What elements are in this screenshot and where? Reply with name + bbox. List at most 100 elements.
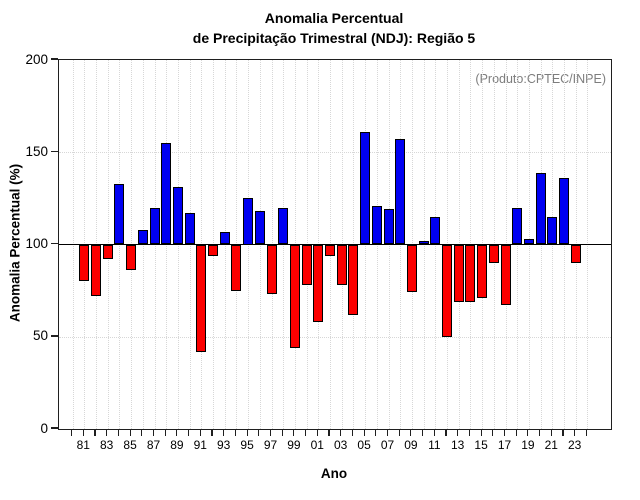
x-tick-label: 89 [170,438,184,452]
x-axis-tick [106,430,108,436]
x-axis-tick [433,430,435,436]
x-axis-tick [211,430,213,436]
x-axis-tick [422,430,424,436]
x-tick-label: 03 [334,438,348,452]
x-axis-tick [199,430,201,436]
x-axis-tick [141,430,143,436]
x-axis-tick [305,430,307,436]
bar-2003 [336,244,347,286]
x-axis-tick [351,430,353,436]
x-axis-tick [82,430,84,436]
x-axis-tick [281,430,283,436]
bar-2018 [512,207,523,245]
bar-2010 [418,240,429,245]
bar-2020 [535,172,546,245]
x-axis-tick [234,430,236,436]
bar-2009 [406,244,417,293]
bar-2005 [360,131,371,245]
chart-title: Anomalia Percentual de Precipitação Trim… [58,8,610,48]
x-tick-label: 23 [568,438,582,452]
bar-2002 [325,244,335,256]
x-tick-label: 85 [123,438,137,452]
bar-2014 [465,244,476,302]
y-tick-label: 0 [40,420,48,436]
x-axis-tick [152,430,155,436]
x-tick-label: 19 [521,438,535,452]
x-axis-tick [574,430,576,436]
bar-1983 [102,244,113,260]
x-axis-tick [492,430,494,436]
bar-1992 [208,244,218,256]
bar-2016 [488,244,499,263]
bar-1994 [231,244,242,291]
x-axis-tick [340,430,342,436]
x-axis-tick [562,430,564,436]
x-axis-tick [117,430,119,436]
x-axis-tick [71,430,73,436]
x-tick-label: 05 [357,438,371,452]
x-tick-label: 01 [310,438,324,452]
y-tick-label: 50 [32,328,48,344]
y-axis-tick [51,427,58,429]
x-axis-tick [223,430,225,436]
y-axis-tick [51,150,58,152]
x-tick-label: 91 [193,438,207,452]
x-axis-tick [445,430,447,436]
x-axis-tick [457,430,459,436]
bar-2001 [313,244,324,322]
x-axis-tick [269,430,272,436]
bar-1986 [137,229,148,245]
x-axis-tick [293,430,295,436]
x-axis-tick [176,430,178,436]
x-tick-label: 93 [217,438,231,452]
chart-title-line2: de Precipitação Trimestral (NDJ): Região… [192,30,476,46]
x-tick-label: 87 [146,438,161,452]
horizontal-gridline [59,336,611,338]
bar-1995 [243,198,254,245]
x-axis-tick [480,430,482,436]
bar-2017 [500,244,511,306]
x-axis-tick [398,430,400,436]
x-axis-tick [550,430,552,436]
x-tick-label: 99 [287,438,301,452]
x-axis-tick [527,430,529,436]
bar-1989 [172,187,183,245]
x-axis-tick [503,430,506,436]
plot-area: (Produto:CPTEC/INPE) [58,59,612,430]
x-tick-label: 21 [544,438,558,452]
bar-2012 [442,244,452,337]
x-tick-label: 07 [380,438,395,452]
x-axis-tick [94,430,96,436]
bar-1998 [278,207,289,245]
bar-1987 [149,207,160,245]
x-axis-tick [258,430,260,436]
bar-2015 [477,244,488,298]
x-axis-tick [188,430,190,436]
x-tick-label: 17 [497,438,512,452]
x-tick-label: 95 [240,438,254,452]
bar-2011 [430,216,441,245]
bar-2006 [371,205,382,245]
x-tick-label: 97 [263,438,278,452]
x-axis-tick [410,430,412,436]
bar-1985 [126,244,137,271]
x-axis-tick [164,430,166,436]
bar-1981 [79,244,90,282]
bar-2008 [395,139,406,245]
x-axis-tick [386,430,389,436]
bar-2022 [559,178,569,245]
bar-2019 [523,238,534,245]
x-tick-label: 81 [76,438,90,452]
bar-1988 [161,143,172,245]
x-axis-tick [363,430,365,436]
bar-2004 [348,244,359,315]
bar-2007 [383,209,394,245]
chart-title-line1: Anomalia Percentual [264,10,404,26]
x-tick-label: 15 [474,438,488,452]
bar-1999 [289,244,300,348]
x-tick-label: 83 [100,438,114,452]
horizontal-gridline [59,152,611,154]
x-axis-tick [468,430,470,436]
x-axis-title: Ano [320,466,348,481]
